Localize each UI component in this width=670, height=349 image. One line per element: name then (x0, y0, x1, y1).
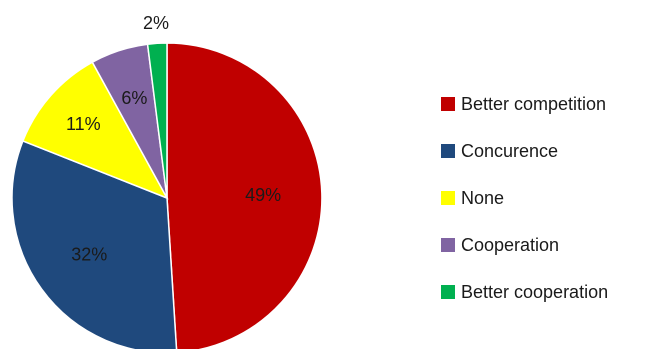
data-label-concurence: 32% (71, 245, 107, 265)
data-label-better-competition: 49% (245, 185, 281, 205)
legend-item-concurence: Concurence (441, 141, 558, 161)
legend-swatch-better-cooperation (441, 285, 455, 299)
legend-label-cooperation: Cooperation (461, 235, 559, 255)
legend-swatch-concurence (441, 144, 455, 158)
legend-swatch-better-competition (441, 97, 455, 111)
data-label-none: 11% (66, 114, 101, 134)
legend-swatch-cooperation (441, 238, 455, 252)
legend-item-better-competition: Better competition (441, 94, 606, 114)
legend-item-none: None (441, 188, 504, 208)
legend-item-cooperation: Cooperation (441, 235, 559, 255)
legend-item-better-cooperation: Better cooperation (441, 282, 608, 302)
legend-label-better-cooperation: Better cooperation (461, 282, 608, 302)
data-label-better-cooperation: 2% (143, 13, 169, 33)
pie-slice-better-competition (166, 42, 323, 349)
pie-slice-concurence (11, 139, 178, 349)
pie-slice-better-cooperation (146, 42, 168, 199)
legend-label-better-competition: Better competition (461, 94, 606, 114)
data-label-cooperation: 6% (121, 88, 147, 108)
pie-data-labels: 49% 32% 11% 6% 2% (66, 13, 281, 264)
legend-swatch-none (441, 191, 455, 205)
legend: Better competition Concurence None Cooperat… (441, 94, 608, 302)
legend-label-none: None (461, 188, 504, 208)
legend-label-concurence: Concurence (461, 141, 558, 161)
pie-slice-none (21, 61, 169, 200)
pie-slices (11, 42, 323, 349)
